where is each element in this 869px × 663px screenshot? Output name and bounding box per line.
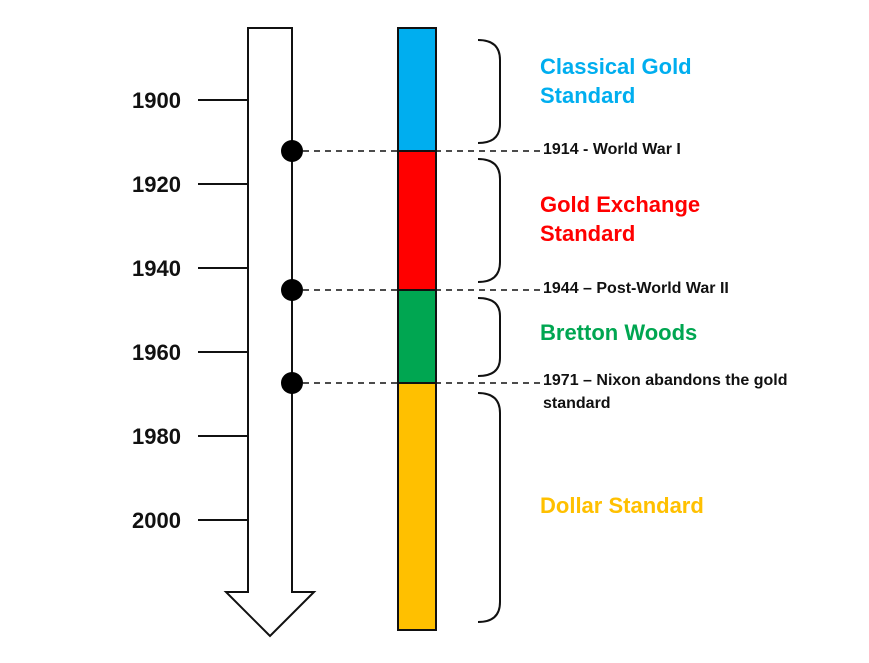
event-dot-1971 (281, 372, 303, 394)
era-label-line: Dollar Standard (540, 493, 704, 518)
era-bar-gold-exchange (397, 150, 437, 291)
era-bar-dollar (397, 382, 437, 631)
era-label-line: Classical Gold (540, 54, 692, 79)
era-label-line: Standard (540, 83, 636, 108)
year-label-1980: 1980 (132, 424, 181, 449)
era-label-line: Gold Exchange (540, 192, 701, 217)
event-label-1914: 1914 - World War I (543, 138, 681, 161)
event-label-1971: 1971 – Nixon abandons the gold standard (543, 369, 788, 415)
event-dot-1944 (281, 279, 303, 301)
event-label-line: 1914 - World War I (543, 141, 681, 158)
event-label-line: standard (543, 395, 611, 412)
bracket-gold-exchange (477, 158, 501, 283)
era-label-bretton-woods: Bretton Woods (540, 318, 697, 347)
year-label-1960: 1960 (132, 340, 181, 365)
era-label-line: Bretton Woods (540, 320, 698, 345)
era-label-line: Standard (540, 221, 636, 246)
era-bar-classical (397, 27, 437, 152)
era-bar-bretton-woods (397, 289, 437, 384)
event-label-1944: 1944 – Post-World War II (543, 277, 729, 300)
bracket-bretton-woods (477, 297, 501, 377)
event-label-line: 1944 – Post-World War II (543, 280, 729, 297)
year-label-1900: 1900 (132, 88, 181, 113)
year-label-2000: 2000 (132, 508, 181, 533)
event-dot-1914 (281, 140, 303, 162)
down-arrow-icon (223, 27, 317, 638)
bracket-dollar (477, 392, 501, 623)
year-label-1920: 1920 (132, 172, 181, 197)
era-label-gold-exchange: Gold Exchange Standard (540, 190, 700, 248)
era-label-classical: Classical Gold Standard (540, 52, 692, 110)
era-label-dollar: Dollar Standard (540, 491, 704, 520)
bracket-classical (477, 39, 501, 144)
year-label-1940: 1940 (132, 256, 181, 281)
event-label-line: 1971 – Nixon abandons the gold (543, 372, 788, 389)
